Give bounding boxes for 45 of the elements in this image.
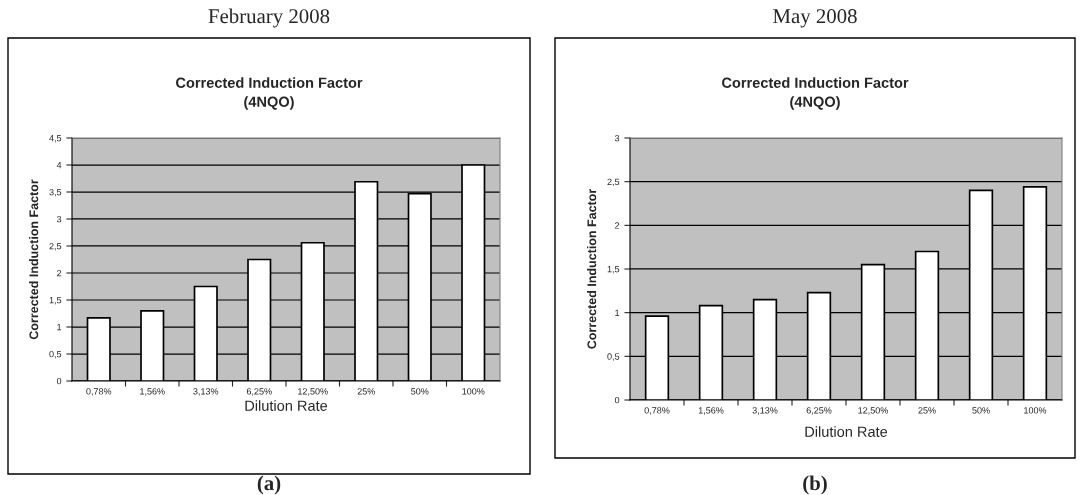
chart-subtitle: (4NQO) xyxy=(244,96,294,110)
y-tick-label: 2,5 xyxy=(49,242,62,251)
x-tick-label: 25% xyxy=(357,388,375,395)
y-tick-label: 2 xyxy=(57,269,62,277)
x-tick-label: 12,50% xyxy=(298,388,328,396)
x-tick-label: 1,56% xyxy=(698,407,724,415)
y-tick-label: 2,5 xyxy=(607,178,620,187)
text: May 2008 xyxy=(773,9,857,28)
chart-title: Corrected Induction Factor xyxy=(722,77,909,88)
chart-title: Corrected Induction Factor xyxy=(176,77,363,88)
x-tick-label: 1,56% xyxy=(140,388,165,396)
y-axis-title: Corrected Induction Factor xyxy=(29,179,39,340)
x-tick-label: 0,78% xyxy=(86,388,112,396)
y-tick-label: 0,5 xyxy=(49,350,62,359)
y-tick-label: 1 xyxy=(57,324,62,331)
text: (a) xyxy=(257,475,281,495)
x-tick-label: 50% xyxy=(972,407,990,414)
y-tick-label: 0 xyxy=(56,377,62,385)
text: February 2008 xyxy=(208,8,330,28)
y-tick-label: 0 xyxy=(614,396,620,404)
x-tick-label: 6,25% xyxy=(246,388,272,396)
x-tick-label: 6,25% xyxy=(806,407,832,415)
x-tick-label: 100% xyxy=(462,388,485,395)
x-axis-title: Dilution Rate xyxy=(245,400,328,411)
y-tick-label: 1,5 xyxy=(607,266,620,274)
y-tick-label: 3 xyxy=(56,215,62,223)
x-tick-label: 50% xyxy=(411,388,429,395)
x-tick-label: 100% xyxy=(1024,407,1047,414)
chart-subtitle: (4NQO) xyxy=(790,96,840,110)
y-tick-label: 4,5 xyxy=(49,135,62,143)
text: (b) xyxy=(803,475,827,495)
y-tick-label: 2 xyxy=(615,222,620,229)
x-axis-title: Dilution Rate xyxy=(805,426,888,437)
x-tick-label: 25% xyxy=(918,407,936,414)
y-tick-label: 1 xyxy=(615,309,620,316)
y-tick-label: 0,5 xyxy=(607,353,620,361)
y-tick-label: 4 xyxy=(56,162,62,169)
x-tick-label: 12,50% xyxy=(858,407,888,415)
y-tick-label: 3,5 xyxy=(49,188,62,197)
y-tick-label: 1,5 xyxy=(49,297,62,305)
y-tick-label: 3 xyxy=(614,134,620,142)
x-tick-label: 0,78% xyxy=(644,407,670,415)
x-tick-label: 3,13% xyxy=(752,407,778,415)
x-tick-label: 3,13% xyxy=(193,388,219,396)
y-axis-title: Corrected Induction Factor xyxy=(587,188,597,349)
